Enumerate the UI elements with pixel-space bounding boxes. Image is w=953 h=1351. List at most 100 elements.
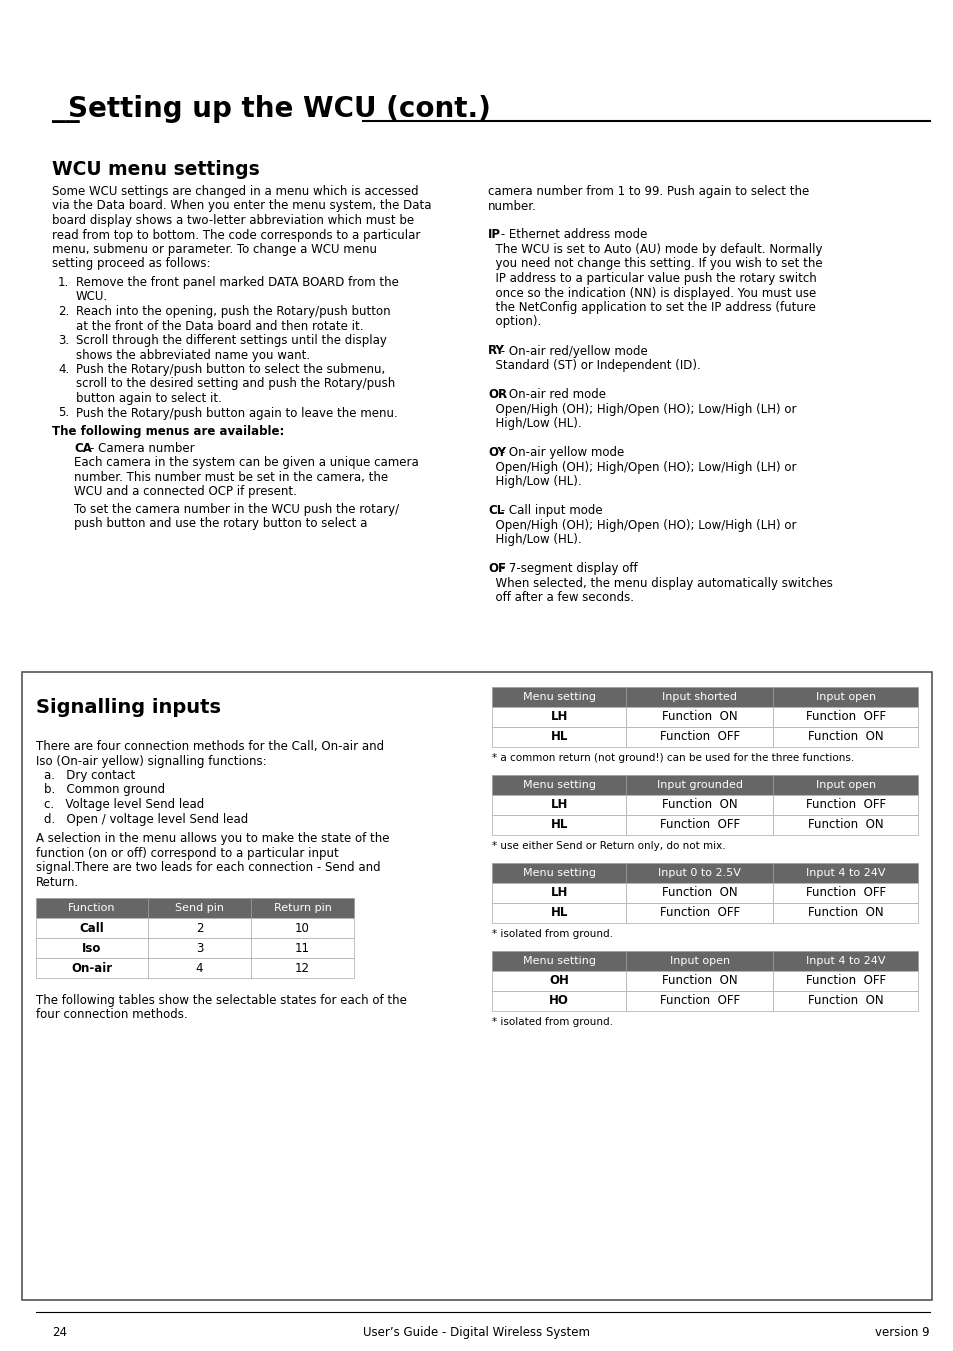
Text: High/Low (HL).: High/Low (HL). bbox=[488, 417, 581, 430]
Text: LH: LH bbox=[550, 711, 567, 724]
Text: board display shows a two-letter abbreviation which must be: board display shows a two-letter abbrevi… bbox=[52, 213, 414, 227]
Bar bbox=[772, 707, 917, 727]
Text: - Ethernet address mode: - Ethernet address mode bbox=[497, 228, 647, 242]
Text: Function  ON: Function ON bbox=[661, 886, 737, 900]
Text: Function  ON: Function ON bbox=[807, 731, 882, 743]
Text: 3.: 3. bbox=[58, 334, 69, 347]
Text: button again to select it.: button again to select it. bbox=[76, 392, 222, 405]
Text: * use either Send or Return only, do not mix.: * use either Send or Return only, do not… bbox=[492, 842, 725, 851]
Text: the NetConfig application to set the IP address (future: the NetConfig application to set the IP … bbox=[488, 301, 815, 313]
Text: OF: OF bbox=[488, 562, 505, 576]
Text: - Call input mode: - Call input mode bbox=[497, 504, 602, 517]
Text: Function: Function bbox=[69, 902, 115, 913]
Bar bbox=[492, 884, 625, 902]
Text: via the Data board. When you enter the menu system, the Data: via the Data board. When you enter the m… bbox=[52, 200, 431, 212]
Text: 5.: 5. bbox=[58, 407, 69, 420]
Text: Menu setting: Menu setting bbox=[522, 780, 595, 790]
Text: Function  OFF: Function OFF bbox=[804, 974, 884, 988]
Text: Function  OFF: Function OFF bbox=[659, 731, 739, 743]
Bar bbox=[492, 902, 625, 923]
Text: Push the Rotary/push button to select the submenu,: Push the Rotary/push button to select th… bbox=[76, 363, 385, 376]
Bar bbox=[148, 958, 251, 978]
Text: 12: 12 bbox=[294, 962, 310, 974]
Text: HL: HL bbox=[550, 907, 567, 920]
Text: * isolated from ground.: * isolated from ground. bbox=[492, 929, 613, 939]
Text: you need not change this setting. If you wish to set the: you need not change this setting. If you… bbox=[488, 258, 821, 270]
Text: Function  ON: Function ON bbox=[807, 907, 882, 920]
Text: LH: LH bbox=[550, 886, 567, 900]
Text: The following menus are available:: The following menus are available: bbox=[52, 426, 284, 438]
Text: Menu setting: Menu setting bbox=[522, 692, 595, 703]
Text: Input open: Input open bbox=[815, 780, 875, 790]
Bar bbox=[625, 951, 772, 971]
Text: High/Low (HL).: High/Low (HL). bbox=[488, 476, 581, 488]
Bar bbox=[772, 951, 917, 971]
Text: d.   Open / voltage level Send lead: d. Open / voltage level Send lead bbox=[44, 812, 248, 825]
Text: Function  ON: Function ON bbox=[661, 798, 737, 812]
Text: Scroll through the different settings until the display: Scroll through the different settings un… bbox=[76, 334, 387, 347]
Text: WCU and a connected OCP if present.: WCU and a connected OCP if present. bbox=[74, 485, 296, 499]
Text: read from top to bottom. The code corresponds to a particular: read from top to bottom. The code corres… bbox=[52, 228, 420, 242]
Text: 3: 3 bbox=[195, 942, 203, 955]
Bar bbox=[251, 938, 354, 958]
Bar bbox=[625, 884, 772, 902]
Bar bbox=[492, 688, 625, 707]
Text: Call: Call bbox=[79, 921, 104, 935]
Text: Function  ON: Function ON bbox=[661, 711, 737, 724]
Bar bbox=[36, 958, 148, 978]
Text: When selected, the menu display automatically switches: When selected, the menu display automati… bbox=[488, 577, 832, 589]
Text: Function  ON: Function ON bbox=[807, 994, 882, 1008]
Bar bbox=[251, 958, 354, 978]
Bar bbox=[251, 917, 354, 938]
Bar bbox=[625, 863, 772, 884]
Text: - Camera number: - Camera number bbox=[90, 442, 194, 454]
Text: To set the camera number in the WCU push the rotary/: To set the camera number in the WCU push… bbox=[74, 503, 398, 516]
Text: setting proceed as follows:: setting proceed as follows: bbox=[52, 258, 211, 270]
Bar bbox=[772, 971, 917, 992]
Text: OY: OY bbox=[488, 446, 505, 459]
Text: HO: HO bbox=[549, 994, 568, 1008]
Text: 4.: 4. bbox=[58, 363, 70, 376]
Text: b.   Common ground: b. Common ground bbox=[44, 784, 165, 797]
Text: option).: option). bbox=[488, 316, 540, 328]
Text: On-air: On-air bbox=[71, 962, 112, 974]
Text: - On-air yellow mode: - On-air yellow mode bbox=[497, 446, 624, 459]
Bar bbox=[492, 794, 625, 815]
Text: CA: CA bbox=[74, 442, 91, 454]
Bar bbox=[36, 898, 148, 917]
Text: High/Low (HL).: High/Low (HL). bbox=[488, 534, 581, 546]
Text: Function  OFF: Function OFF bbox=[659, 994, 739, 1008]
Text: HL: HL bbox=[550, 731, 567, 743]
Bar bbox=[625, 992, 772, 1011]
Text: RY: RY bbox=[488, 345, 504, 358]
Text: Function  OFF: Function OFF bbox=[804, 798, 884, 812]
Bar bbox=[22, 671, 931, 1300]
Text: function (on or off) correspond to a particular input: function (on or off) correspond to a par… bbox=[36, 847, 338, 859]
Text: version 9: version 9 bbox=[875, 1325, 929, 1339]
Text: Input 4 to 24V: Input 4 to 24V bbox=[805, 957, 884, 966]
Bar bbox=[492, 992, 625, 1011]
Text: Setting up the WCU (cont.): Setting up the WCU (cont.) bbox=[68, 95, 491, 123]
Text: - On-air red mode: - On-air red mode bbox=[497, 388, 606, 401]
Bar bbox=[625, 815, 772, 835]
Text: - On-air red/yellow mode: - On-air red/yellow mode bbox=[497, 345, 647, 358]
Text: number.: number. bbox=[488, 200, 537, 212]
Bar bbox=[772, 794, 917, 815]
Bar bbox=[772, 902, 917, 923]
Text: Input 0 to 2.5V: Input 0 to 2.5V bbox=[658, 867, 740, 878]
Text: 24: 24 bbox=[52, 1325, 67, 1339]
Text: c.   Voltage level Send lead: c. Voltage level Send lead bbox=[44, 798, 204, 811]
Text: Function  OFF: Function OFF bbox=[659, 907, 739, 920]
Text: Open/High (OH); High/Open (HO); Low/High (LH) or: Open/High (OH); High/Open (HO); Low/High… bbox=[488, 519, 796, 531]
Text: Input shorted: Input shorted bbox=[661, 692, 737, 703]
Text: LH: LH bbox=[550, 798, 567, 812]
Bar bbox=[772, 815, 917, 835]
Bar bbox=[251, 898, 354, 917]
Text: number. This number must be set in the camera, the: number. This number must be set in the c… bbox=[74, 470, 388, 484]
Text: OH: OH bbox=[549, 974, 568, 988]
Bar bbox=[492, 815, 625, 835]
Text: shows the abbreviated name you want.: shows the abbreviated name you want. bbox=[76, 349, 310, 362]
Bar bbox=[492, 951, 625, 971]
Text: Push the Rotary/push button again to leave the menu.: Push the Rotary/push button again to lea… bbox=[76, 407, 397, 420]
Text: Open/High (OH); High/Open (HO); Low/High (LH) or: Open/High (OH); High/Open (HO); Low/High… bbox=[488, 403, 796, 416]
